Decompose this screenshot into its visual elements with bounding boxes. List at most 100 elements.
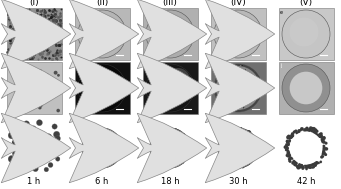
Circle shape (55, 84, 58, 87)
Circle shape (54, 79, 56, 81)
Circle shape (182, 156, 186, 160)
Circle shape (105, 146, 108, 149)
Circle shape (154, 156, 158, 159)
Circle shape (286, 140, 289, 143)
Circle shape (92, 156, 97, 160)
Circle shape (305, 127, 309, 130)
Circle shape (159, 161, 163, 165)
Circle shape (218, 147, 221, 150)
Circle shape (100, 145, 105, 149)
Circle shape (96, 132, 100, 136)
Circle shape (224, 161, 227, 163)
Circle shape (172, 164, 176, 167)
Circle shape (313, 166, 315, 168)
Circle shape (100, 146, 104, 150)
Circle shape (98, 144, 102, 149)
Circle shape (293, 162, 295, 164)
Circle shape (101, 145, 104, 148)
Circle shape (163, 129, 167, 132)
Circle shape (322, 155, 324, 158)
Circle shape (98, 135, 102, 140)
Circle shape (222, 157, 225, 160)
Circle shape (94, 158, 98, 161)
Circle shape (172, 132, 176, 136)
Circle shape (101, 149, 105, 153)
Circle shape (15, 74, 19, 79)
Circle shape (152, 135, 157, 140)
Circle shape (8, 132, 15, 139)
Circle shape (225, 132, 227, 134)
Circle shape (181, 141, 184, 144)
Circle shape (30, 83, 32, 85)
Circle shape (108, 159, 111, 162)
Circle shape (112, 137, 116, 142)
Circle shape (286, 149, 288, 151)
Circle shape (101, 134, 105, 139)
Circle shape (153, 145, 157, 149)
Circle shape (118, 144, 121, 148)
Circle shape (153, 150, 157, 153)
Circle shape (182, 153, 184, 156)
Circle shape (19, 68, 21, 70)
Circle shape (173, 160, 177, 164)
Circle shape (220, 139, 222, 142)
Circle shape (181, 152, 184, 155)
Circle shape (240, 127, 242, 130)
Circle shape (181, 138, 184, 141)
Circle shape (157, 134, 161, 138)
Circle shape (90, 139, 95, 144)
Circle shape (322, 152, 324, 154)
Circle shape (92, 143, 97, 148)
Circle shape (227, 161, 229, 164)
Text: 30 h: 30 h (229, 177, 247, 186)
Circle shape (14, 107, 19, 112)
Text: 18 h: 18 h (161, 177, 179, 186)
Circle shape (154, 149, 157, 152)
Circle shape (109, 152, 112, 155)
Circle shape (95, 161, 100, 166)
Circle shape (151, 152, 154, 155)
Circle shape (185, 152, 188, 155)
Circle shape (98, 159, 101, 162)
Text: h: h (144, 64, 147, 68)
Circle shape (174, 131, 177, 135)
Circle shape (101, 145, 104, 149)
Circle shape (152, 145, 156, 149)
Circle shape (86, 135, 90, 139)
Circle shape (109, 134, 114, 139)
Circle shape (289, 136, 292, 139)
Circle shape (109, 143, 112, 147)
Circle shape (106, 134, 109, 138)
Circle shape (183, 136, 187, 140)
Circle shape (102, 145, 105, 149)
Circle shape (167, 163, 172, 167)
Circle shape (94, 132, 98, 135)
Circle shape (85, 140, 90, 144)
Circle shape (320, 133, 322, 136)
Circle shape (94, 142, 99, 146)
Circle shape (108, 153, 112, 156)
Circle shape (155, 156, 160, 160)
Circle shape (218, 152, 222, 155)
Circle shape (97, 142, 101, 146)
Circle shape (100, 144, 104, 149)
Circle shape (91, 144, 96, 148)
Circle shape (16, 100, 19, 103)
Circle shape (302, 166, 304, 168)
Circle shape (323, 152, 325, 154)
Circle shape (153, 144, 157, 148)
Circle shape (231, 162, 234, 165)
Circle shape (153, 147, 157, 150)
Circle shape (157, 137, 160, 140)
Circle shape (93, 149, 97, 152)
Circle shape (97, 135, 100, 139)
Circle shape (180, 139, 183, 142)
Circle shape (232, 163, 234, 165)
Circle shape (312, 127, 316, 131)
Circle shape (154, 141, 158, 145)
Circle shape (17, 87, 22, 91)
Circle shape (153, 145, 157, 149)
Circle shape (308, 166, 311, 169)
Circle shape (154, 154, 157, 157)
Circle shape (163, 128, 167, 132)
